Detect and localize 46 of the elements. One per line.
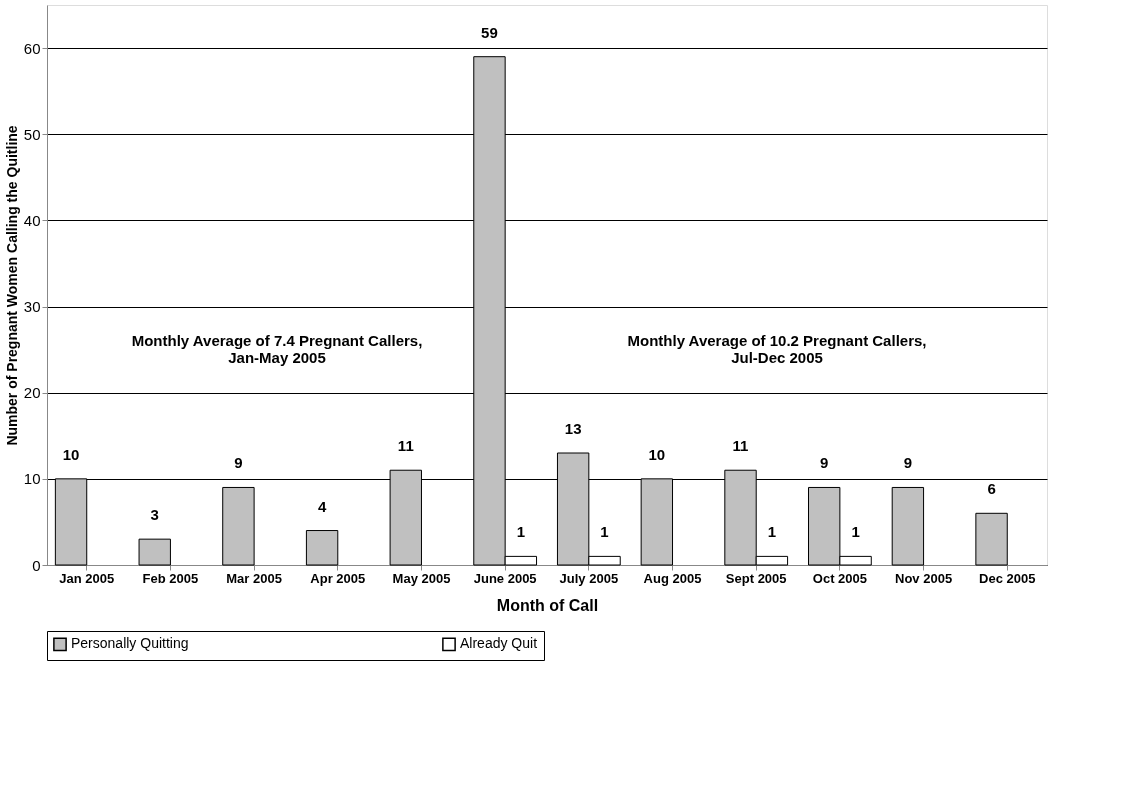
data-label: 1 xyxy=(600,523,609,541)
data-label: 13 xyxy=(564,420,582,437)
data-label: 11 xyxy=(732,437,749,455)
x-tick-label: Feb 2005 xyxy=(142,570,199,586)
x-tick-label: Nov 2005 xyxy=(895,570,953,586)
data-label: 10 xyxy=(62,445,80,463)
data-label: 1 xyxy=(851,523,860,541)
data-label: 1 xyxy=(767,523,777,541)
x-tick-label: July 2005 xyxy=(559,570,619,586)
data-label: 11 xyxy=(397,437,414,455)
x-tick-label: Mar 2005 xyxy=(226,570,282,586)
data-label: 6 xyxy=(987,480,996,498)
data-label: 9 xyxy=(234,454,243,472)
x-tick-label: Oct 2005 xyxy=(812,570,867,586)
legend-label: Personally Quitting xyxy=(71,635,189,652)
y-tick-label: 0 xyxy=(32,556,41,574)
x-tick-label: June 2005 xyxy=(473,570,537,586)
data-label: 10 xyxy=(648,445,666,463)
x-axis-title: Month of Call xyxy=(496,596,599,614)
y-tick-label: 60 xyxy=(23,39,41,57)
bar xyxy=(305,530,339,566)
x-tick-label: Dec 2005 xyxy=(979,570,1036,586)
y-axis-title: Number of Pregnant Women Calling the Quitline xyxy=(3,125,20,446)
y-tick-label: 20 xyxy=(23,384,41,402)
annotation: Monthly Average of 10.2 Pregnant Callers, Jul-Dec 2005 xyxy=(627,332,927,366)
data-label: 9 xyxy=(903,454,913,472)
y-tick-label: 30 xyxy=(23,298,41,316)
bar xyxy=(222,486,255,566)
x-tick-label: Jan 2005 xyxy=(59,570,115,586)
x-tick-label: May 2005 xyxy=(392,570,451,586)
bar xyxy=(891,486,925,566)
data-label: 3 xyxy=(150,506,159,524)
data-label: 59 xyxy=(481,23,498,41)
x-tick-label: Aug 2005 xyxy=(643,570,702,586)
y-tick-label: 10 xyxy=(23,470,41,488)
data-label: 4 xyxy=(317,497,327,515)
x-tick-label: Sept 2005 xyxy=(725,570,787,586)
x-tick-label: Apr 2005 xyxy=(310,570,366,586)
data-label: 1 xyxy=(516,523,526,541)
y-tick-label: 40 xyxy=(23,211,41,229)
annotation: Monthly Average of 7.4 Pregnant Callers, Jan-May 2005 xyxy=(131,332,423,366)
bar xyxy=(975,512,1008,566)
bar xyxy=(138,538,171,566)
legend-label: Already Quit xyxy=(460,635,538,652)
data-label: 9 xyxy=(820,454,829,472)
y-tick-label: 50 xyxy=(23,125,41,143)
